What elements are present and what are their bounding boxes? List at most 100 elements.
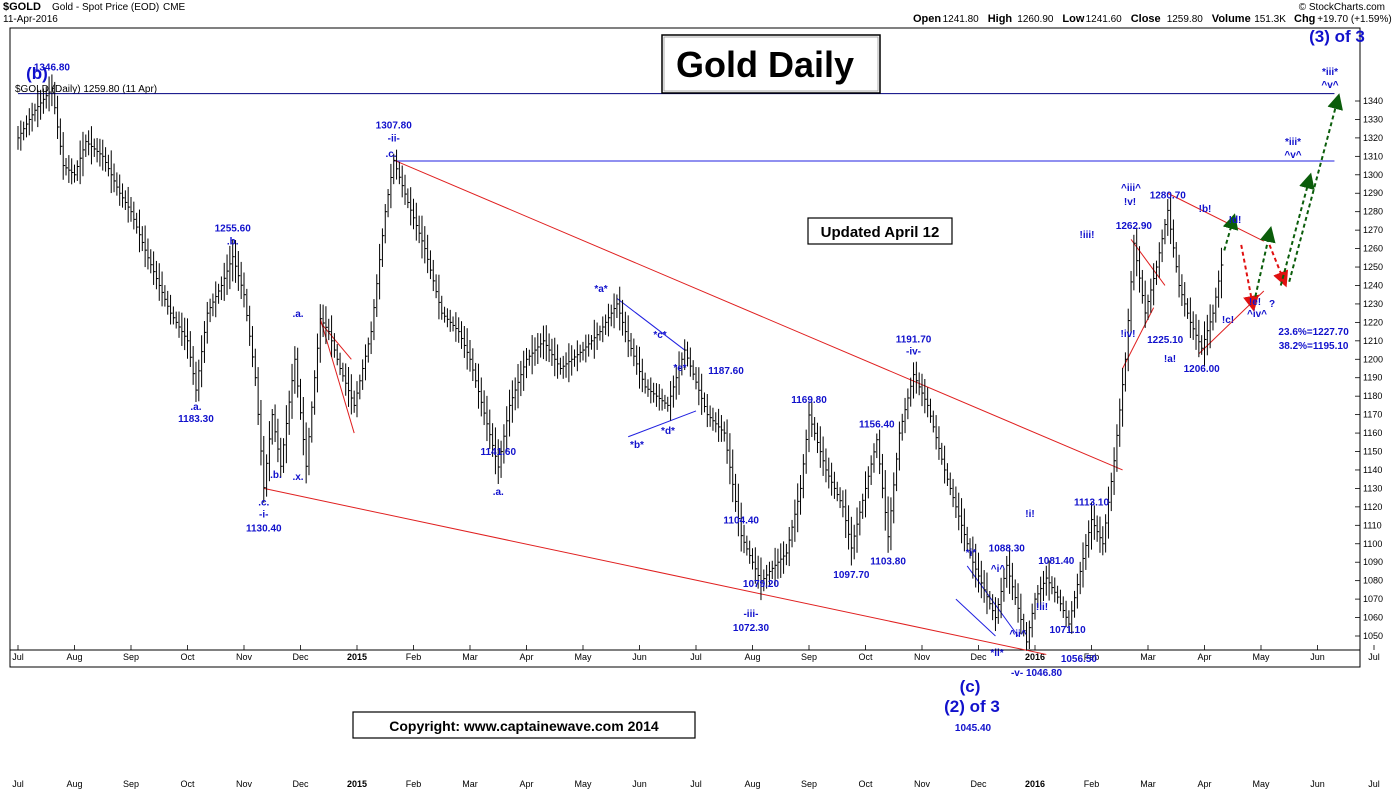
wave-label: (2) of 3 [944,697,1000,716]
x-tick-label: Nov [914,652,931,662]
wave-label: *ii* [990,648,1003,659]
projection-up-iii [1279,172,1315,286]
channel-upper [393,159,1123,471]
x-tick-label-bottom: Nov [914,779,931,789]
price-annotation: 1156.40 [859,420,895,431]
x-tick-label-bottom: May [1252,779,1270,789]
ohlc-stats: Open 1241.80 High 1260.90 Low 1241.60 Close 125… [913,13,1392,25]
wave-label: *iii* [1285,137,1301,148]
price-annotation: 1113.10 [1074,498,1109,509]
chart-date: 11-Apr-2016 [3,14,58,25]
price-annotation: .a. [493,487,504,498]
price-annotation: -ii- [388,133,400,144]
chart-title: Gold Daily [676,44,854,85]
title-box [661,34,881,94]
wave-labels: (b) (c)(2) of 3 (3) of 3 1045.40 .c. .a. .b. .x… [26,27,1365,734]
wave-label: !b! [1199,204,1212,215]
price-annotation: 1255.60 [215,224,252,235]
price-annotation: 38.2%=1195.10 [1279,341,1349,352]
wave-label: .b. [270,470,282,481]
price-annotation: .a. [190,402,201,413]
price-annotation: 23.6%=1227.70 [1278,327,1349,338]
x-tick-label: Jul [690,652,702,662]
price-annotation: 1262.90 [1116,221,1153,232]
projection-down-c [1240,244,1259,312]
y-tick-label: 1230 [1363,299,1383,309]
x-tick-label-bottom: Mar [1140,779,1156,789]
x-tick-label-bottom: Aug [744,779,760,789]
wave-label: *a* [594,284,607,295]
wave-label: !e! [1249,297,1261,308]
x-tick-label: Aug [66,652,82,662]
wave-label: ? [1269,299,1275,310]
price-annotation: 1191.70 [896,335,932,346]
price-annotation: 1103.80 [870,557,906,568]
stat-value-open: 1241.80 [943,14,980,25]
x-tick-label-bottom: Dec [292,779,309,789]
price-annotation: 1056.50 [1061,654,1098,665]
x-tick-label-bottom: Aug [66,779,82,789]
channel-lower [263,487,1047,655]
y-tick-label: 1250 [1363,262,1383,272]
x-tick-label-bottom: Apr [519,779,533,789]
stat-label-low: Low [1062,13,1084,25]
price-annotation: -i- [259,510,268,521]
price-annotation: 1346.80 [34,62,71,73]
wave-label: !d! [1229,215,1242,226]
x-tick-label: Sep [801,652,817,662]
y-tick-label: 1090 [1363,557,1383,567]
y-tick-label: 1120 [1363,502,1382,512]
wave-label-top: ^v^ [1321,80,1338,91]
x-tick-label: Feb [406,652,422,662]
wave-label: !i! [1025,509,1034,520]
x-tick-label-bottom: 2015 [347,779,367,789]
y-tick-label: 1320 [1363,133,1383,143]
price-annotation: 1225.10 [1147,335,1184,346]
x-tick-label: Nov [236,652,253,662]
triangle-upper-a [1130,239,1166,286]
copyright-box [352,711,696,739]
wave-label: ^v^ [1284,150,1301,161]
price-annotations: 1346.80.a.1183.301255.60.b..c.-i-1130.40… [34,62,1349,678]
y-tick-label: 1270 [1363,225,1383,235]
price-annotation: .b. [227,237,239,248]
price-annotation: 1206.00 [1184,364,1221,375]
wedge-lower-a [319,318,355,434]
price-bars [17,74,1224,651]
projection-up-v [1288,93,1343,283]
x-tick-label: May [1252,652,1270,662]
wave-label: ^ii^ [1009,629,1026,640]
x-tick-label: Oct [858,652,873,662]
wave-label: .x. [292,472,303,483]
wave-label: 1045.40 [955,723,992,734]
price-annotation: -iii- [743,609,758,620]
x-tick-label-bottom: Feb [406,779,422,789]
price-annotation: 1097.70 [833,570,870,581]
wave-label: !ii! [1036,602,1048,613]
chart-symbol: $GOLD [3,1,41,13]
projection-arrows [1222,93,1343,312]
wave-label: !iv! [1121,329,1136,340]
y-tick-label: 1240 [1363,280,1383,290]
y-tick-label: 1180 [1363,391,1382,401]
price-annotation: 1280.70 [1150,190,1187,201]
price-annotation: 1079.20 [743,579,780,590]
x-tick-label: Dec [292,652,309,662]
price-annotation: 1141.60 [480,447,516,458]
x-tick-label-bottom: Nov [236,779,253,789]
chart-name: Gold - Spot Price (EOD) [52,2,159,13]
title-box-inner [663,36,879,92]
x-tick-label: May [574,652,592,662]
x-tick-label: Apr [519,652,533,662]
x-axis: Jul Jul Aug Aug Sep Sep Oct Oct Nov Nov Dec Dec 2015… [12,645,1380,789]
x-tick-label-bottom: Apr [1197,779,1211,789]
y-tick-label: 1140 [1363,465,1382,475]
x-tick-label: Aug [744,652,760,662]
y-tick-label: 1290 [1363,188,1383,198]
stat-label-open: Open [913,13,941,25]
x-tick-label: Feb [1084,652,1100,662]
stat-value-low: 1241.60 [1086,14,1123,25]
legend-series: $GOLD (Daily) 1259.80 (11 Apr) [15,84,157,95]
x-tick-label-bottom: May [574,779,592,789]
